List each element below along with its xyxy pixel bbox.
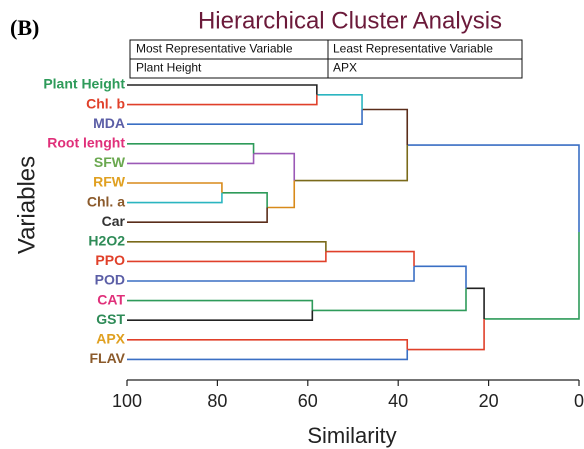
branch (414, 265, 467, 289)
branch (221, 192, 268, 208)
branch (127, 207, 268, 223)
leaf-label: Root lenght (47, 135, 125, 151)
branch (267, 180, 296, 209)
branch (127, 266, 415, 282)
table-header: Least Representative Variable (333, 42, 493, 56)
leaf-label: PPO (95, 252, 125, 268)
branch (127, 299, 314, 311)
branch (127, 192, 223, 204)
leaf-label: FLAV (89, 350, 125, 366)
leaf-label: SFW (94, 154, 126, 170)
branch (407, 318, 485, 351)
branch (127, 251, 327, 263)
branch (127, 94, 318, 106)
branch (407, 144, 580, 232)
leaf-label: Chl. a (87, 193, 125, 209)
branch (312, 288, 467, 312)
branch (127, 84, 318, 95)
x-tick-label: 80 (207, 391, 227, 411)
y-axis-label: Variables (13, 156, 40, 254)
leaf-label: CAT (97, 291, 125, 307)
branch (127, 338, 409, 350)
x-tick-label: 60 (298, 391, 318, 411)
summary-table: Most Representative Variable Least Repre… (129, 39, 523, 79)
branch (316, 94, 363, 110)
chart-title: Hierarchical Cluster Analysis (198, 7, 502, 34)
table-cell: Plant Height (136, 61, 202, 75)
table-header: Most Representative Variable (136, 42, 293, 56)
x-tick-label: 0 (574, 391, 584, 411)
leaf-label: APX (96, 331, 125, 347)
branch (484, 232, 580, 320)
x-tick-label: 20 (479, 391, 499, 411)
leaf-label: Plant Height (43, 76, 125, 92)
branch (127, 143, 255, 154)
panel-label: (B) (10, 15, 39, 40)
leaf-label: Chl. b (86, 95, 125, 111)
x-tick-label: 40 (388, 391, 408, 411)
branch (127, 182, 223, 193)
leaf-label: POD (95, 272, 125, 288)
leaf-label: Car (102, 213, 126, 229)
branch (294, 145, 409, 182)
leaf-label: MDA (93, 115, 125, 131)
branch (253, 152, 296, 181)
x-axis-label: Similarity (307, 423, 396, 448)
branch (127, 310, 314, 322)
leaf-label: H2O2 (88, 233, 125, 249)
leaf-label: GST (96, 311, 125, 327)
leaf-label: RFW (93, 174, 126, 190)
table-cell: APX (333, 61, 357, 75)
branch (325, 250, 415, 267)
branch (127, 153, 255, 165)
branch (127, 109, 363, 125)
x-tick-label: 100 (112, 391, 142, 411)
branch (127, 349, 409, 361)
branch (127, 241, 327, 252)
branch (466, 287, 485, 319)
branch (362, 108, 409, 146)
